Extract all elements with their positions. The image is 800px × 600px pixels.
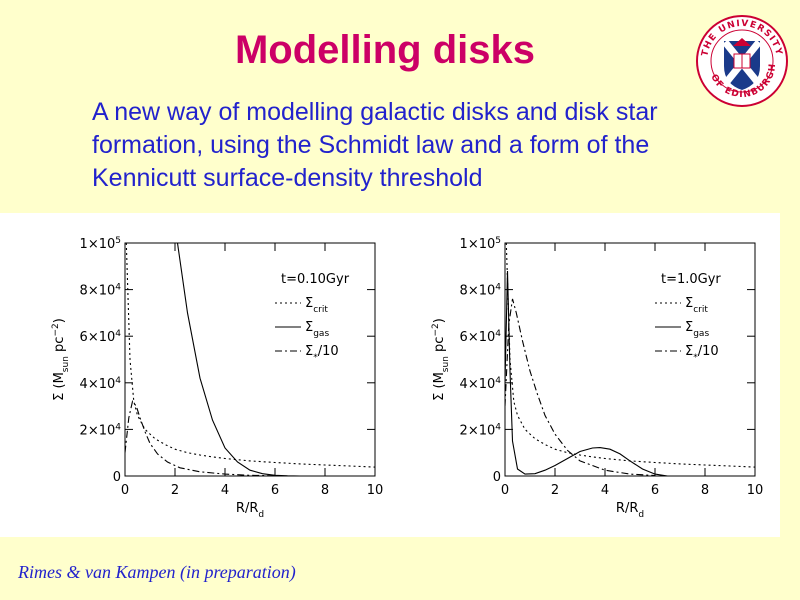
university-crest-logo: THE UNIVERSITY OF EDINBURGH [695, 14, 789, 108]
series-line-* [125, 400, 276, 476]
x-tick-label: 0 [501, 483, 509, 498]
y-tick-label: 4×104 [80, 376, 122, 392]
y-tick-label: 0 [113, 470, 121, 485]
x-tick-label: 8 [701, 483, 709, 498]
plot-right: 0 2 4 6 8 10 0 2×104 4×104 6×104 8×104 1×105 R/Rd Σ (… [392, 213, 780, 537]
y-tick-label: 8×104 [460, 283, 502, 299]
y-axis-label: Σ (Msun pc−2) [51, 318, 71, 401]
y-tick-label: 2×104 [460, 422, 502, 438]
x-axis-label: R/Rd [616, 501, 644, 520]
slide-subtitle: A new way of modelling galactic disks an… [92, 98, 658, 192]
x-tick-label: 2 [171, 483, 179, 498]
x-tick-label: 10 [747, 483, 764, 498]
time-annotation: t=1.0Gyr [661, 272, 721, 287]
y-tick-label: 4×104 [460, 376, 502, 392]
legend-label: Σ*/10 [305, 344, 339, 363]
y-tick-label: 2×104 [80, 422, 122, 438]
legend-label: Σcrit [685, 296, 708, 315]
legend-label: Σgas [685, 320, 709, 339]
legend-label: Σgas [305, 320, 329, 339]
x-axis-label: R/Rd [236, 501, 264, 520]
series-line-crit [125, 243, 375, 468]
series-line-crit [505, 243, 755, 468]
citation: Rimes & van Kampen (in preparation) [18, 562, 296, 582]
series-group [125, 243, 375, 476]
y-tick-label: 6×104 [80, 329, 122, 345]
time-annotation: t=0.10Gyr [281, 272, 350, 287]
x-tick-label: 0 [121, 483, 129, 498]
chart-left: 0 2 4 6 8 10 0 2×104 4×104 6×104 8×104 1×105 R/Rd Σ (… [51, 236, 384, 520]
figure-panel: 0 2 4 6 8 10 0 2×104 4×104 6×104 8×104 1×105 R/Rd Σ (… [0, 213, 780, 537]
legend-label: Σ*/10 [685, 344, 719, 363]
y-tick-label: 6×104 [460, 329, 502, 345]
x-tick-label: 4 [601, 483, 609, 498]
x-tick-label: 8 [321, 483, 329, 498]
x-tick-label: 4 [221, 483, 229, 498]
plot-left: 0 2 4 6 8 10 0 2×104 4×104 6×104 8×104 1×105 R/Rd Σ (… [0, 213, 390, 537]
y-tick-label: 1×105 [80, 236, 121, 252]
y-tick-label: 8×104 [80, 283, 122, 299]
legend-label: Σcrit [305, 296, 328, 315]
x-tick-label: 10 [367, 483, 384, 498]
x-tick-label: 2 [551, 483, 559, 498]
series-line-gas [176, 243, 301, 476]
slide-title: Modelling disks [234, 28, 536, 72]
chart-right: 0 2 4 6 8 10 0 2×104 4×104 6×104 8×104 1×105 R/Rd Σ (… [431, 236, 764, 520]
y-tick-label: 0 [493, 470, 501, 485]
series-group [505, 243, 755, 476]
series-line-* [505, 298, 656, 476]
y-axis-label: Σ (Msun pc−2) [431, 318, 451, 401]
y-tick-label: 1×105 [460, 236, 501, 252]
x-tick-label: 6 [651, 483, 659, 498]
x-tick-label: 6 [271, 483, 279, 498]
plot-frame [124, 242, 376, 477]
series-line-gas [505, 270, 668, 476]
